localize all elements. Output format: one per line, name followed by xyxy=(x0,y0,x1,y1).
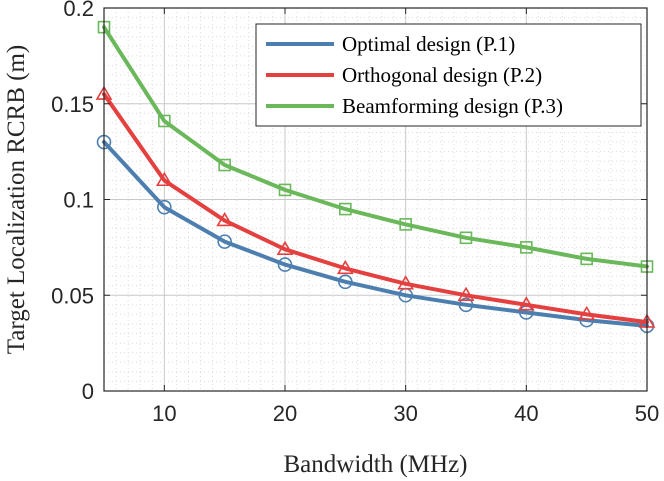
y-tick-label: 0.2 xyxy=(63,0,94,21)
series-line-2 xyxy=(102,92,649,325)
y-tick-label: 0.15 xyxy=(51,92,94,117)
x-axis-title: Bandwidth (MHz) xyxy=(284,451,468,478)
legend-label-3: Beamforming design (P.3) xyxy=(342,94,563,118)
data-point-square xyxy=(520,241,533,254)
data-point-triangle xyxy=(578,305,596,321)
legend-label-2: Orthogonal design (P.2) xyxy=(342,63,542,87)
data-point-triangle xyxy=(517,296,535,311)
data-point-square xyxy=(459,231,473,245)
data-point-circle xyxy=(458,297,474,313)
x-tick-label: 20 xyxy=(273,401,297,426)
legend-label-1: Optimal design (P.1) xyxy=(342,32,515,56)
data-point-square xyxy=(580,252,593,266)
y-tick-label: 0.1 xyxy=(63,188,94,213)
data-point-triangle xyxy=(216,211,234,227)
y-tick-label: 0 xyxy=(82,379,94,404)
data-point-square xyxy=(158,114,171,128)
y-tick-label: 0.05 xyxy=(51,283,94,308)
x-tick-label: 50 xyxy=(635,401,659,426)
series-line-3 xyxy=(102,25,649,269)
data-point-circle xyxy=(217,234,232,249)
data-point-circle xyxy=(157,199,172,215)
series-line-1 xyxy=(102,140,649,328)
data-point-triangle xyxy=(155,171,173,187)
legend: Optimal design (P.1) Orthogonal design (P… xyxy=(255,23,642,127)
data-point-square xyxy=(218,158,231,172)
data-point-square xyxy=(399,218,412,231)
data-point-square xyxy=(278,183,292,197)
y-axis-title: Target Localization RCRB (m) xyxy=(3,45,30,355)
axes: 10 20 30 40 50 0 0.05 0.1 0.15 0.2 Bandwidth (MHz)… xyxy=(3,0,659,478)
x-tick-label: 30 xyxy=(393,401,417,426)
data-point-triangle xyxy=(336,259,354,275)
x-tick-label: 40 xyxy=(514,401,538,426)
x-tick-label: 10 xyxy=(152,401,176,426)
data-point-circle xyxy=(277,257,293,272)
data-point-triangle xyxy=(457,286,475,301)
data-point-circle xyxy=(338,274,353,290)
data-point-square xyxy=(339,202,352,216)
data-point-triangle xyxy=(276,240,294,255)
data-point-triangle xyxy=(397,275,415,290)
